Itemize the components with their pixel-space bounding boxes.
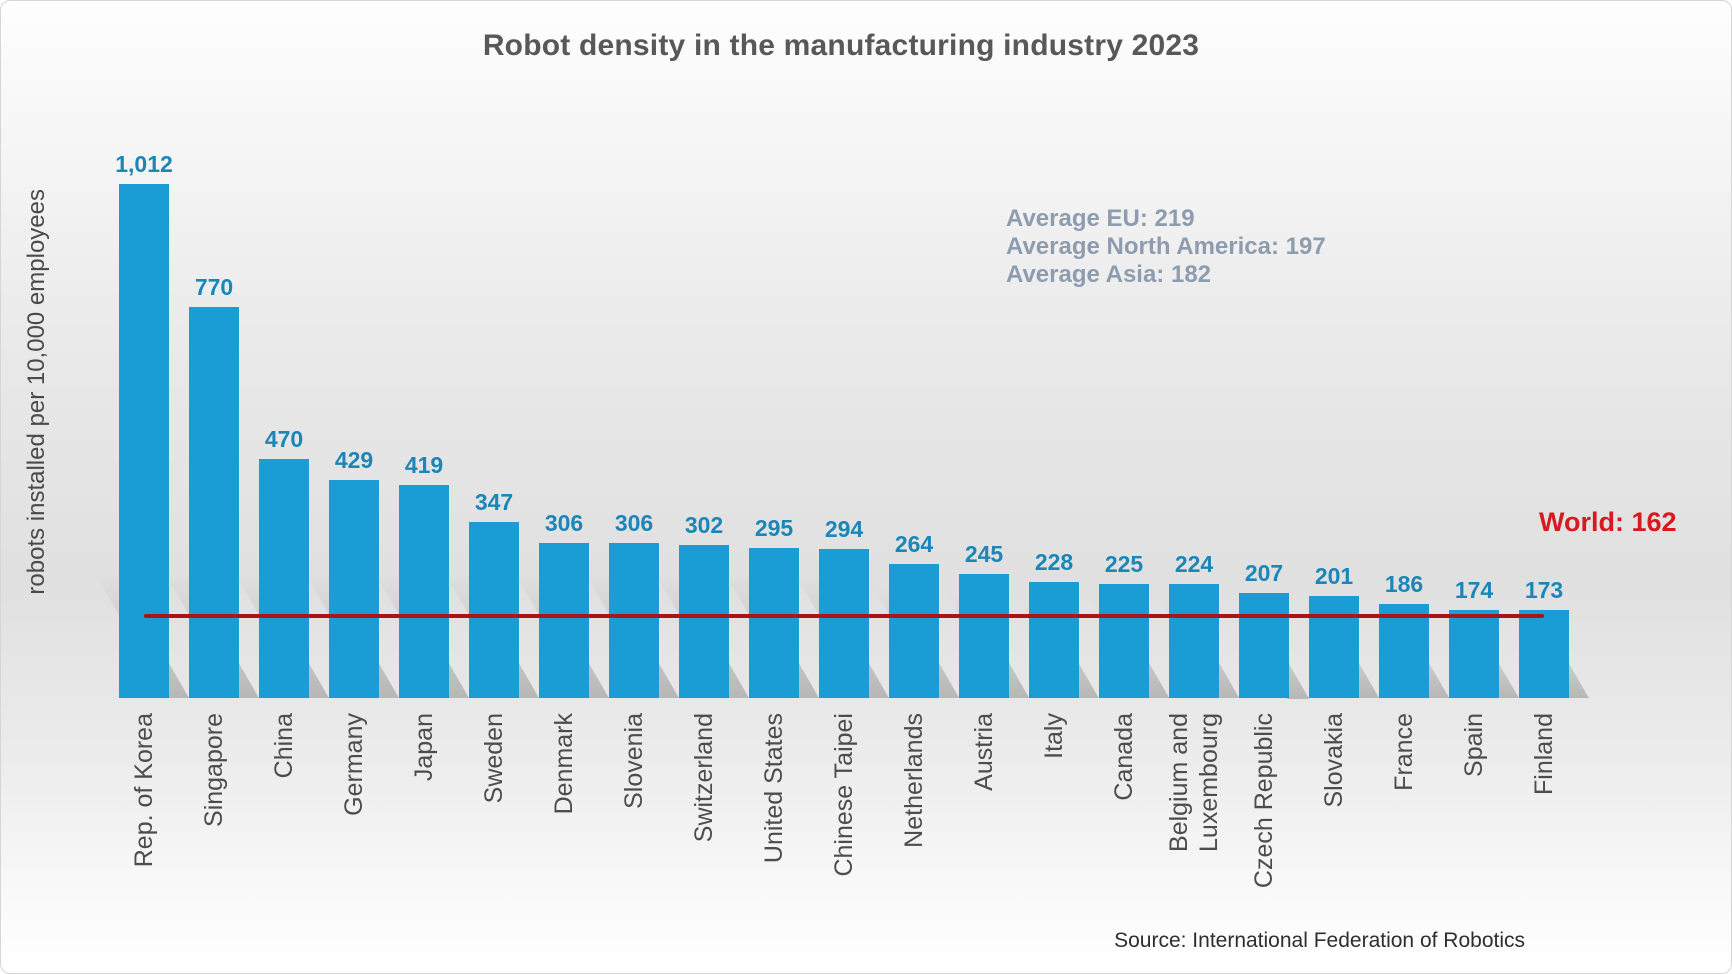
value-label-belgium-and-luxembourg: 224 [1174, 551, 1214, 577]
value-label-austria: 245 [964, 541, 1004, 567]
value-label-switzerland: 302 [684, 512, 724, 538]
value-label-singapore: 770 [194, 274, 234, 300]
bar-france [1379, 604, 1429, 698]
value-label-netherlands: 264 [894, 531, 934, 557]
value-label-united-states: 295 [754, 515, 794, 541]
source-credit: Source: International Federation of Robo… [1114, 929, 1525, 952]
bar-canada [1099, 584, 1149, 698]
value-label-spain: 174 [1454, 577, 1494, 603]
category-label-switzerland: Switzerland [690, 713, 718, 843]
category-label-sweden: Sweden [480, 713, 508, 804]
category-label-canada: Canada [1110, 713, 1138, 801]
category-label-slovenia: Slovenia [620, 713, 648, 809]
category-label-netherlands: Netherlands [900, 713, 928, 848]
bar-italy [1029, 582, 1079, 698]
bar-denmark [539, 543, 589, 698]
bar-finland [1519, 610, 1569, 698]
value-label-canada: 225 [1104, 551, 1144, 577]
y-axis-label: robots installed per 10,000 employees [23, 189, 50, 595]
category-label-slovakia: Slovakia [1320, 713, 1348, 808]
category-label-finland: Finland [1530, 713, 1558, 795]
bar-rep-of-korea [119, 184, 169, 698]
value-label-chinese-taipei: 294 [824, 516, 864, 542]
bar-netherlands [889, 564, 939, 698]
category-label-czech-republic: Czech Republic [1250, 713, 1278, 889]
category-label-chinese-taipei: Chinese Taipei [830, 713, 858, 877]
value-label-italy: 228 [1034, 549, 1074, 575]
average-north-america-label: Average North America: 197 [1006, 233, 1326, 260]
bar-germany [329, 480, 379, 698]
bar-belgium-and-luxembourg [1169, 584, 1219, 698]
value-label-rep-of-korea: 1,012 [115, 151, 173, 177]
average-asia-label: Average Asia: 182 [1006, 261, 1212, 288]
bar-austria [959, 574, 1009, 698]
category-label-china: China [270, 713, 298, 779]
value-label-finland: 173 [1524, 577, 1564, 603]
value-label-japan: 419 [404, 452, 444, 478]
bar-japan [399, 485, 449, 698]
category-label-japan: Japan [410, 713, 438, 782]
value-label-czech-republic: 207 [1244, 560, 1284, 586]
bar-united-states [749, 548, 799, 698]
value-label-china: 470 [264, 426, 304, 452]
category-label-denmark: Denmark [550, 713, 578, 815]
bar-spain [1449, 610, 1499, 698]
bar-switzerland [679, 545, 729, 698]
world-average-label: World: 162 [1539, 507, 1677, 537]
value-label-slovakia: 201 [1314, 563, 1354, 589]
category-label-france: France [1390, 713, 1418, 791]
bar-china [259, 459, 309, 698]
bar-czech-republic [1239, 593, 1289, 698]
chart-title: Robot density in the manufacturing indus… [482, 29, 1200, 62]
bar-singapore [189, 307, 239, 698]
category-label-rep-of-korea: Rep. of Korea [130, 713, 158, 868]
bar-chinese-taipei [819, 549, 869, 698]
value-label-germany: 429 [334, 447, 374, 473]
bar-slovakia [1309, 596, 1359, 698]
bar-slovenia [609, 543, 659, 698]
value-label-slovenia: 306 [614, 510, 654, 536]
value-label-france: 186 [1384, 571, 1424, 597]
category-label-belgium-and-luxembourg: Belgium and Luxembourg [1165, 713, 1223, 852]
world-average-line [144, 614, 1544, 618]
category-label-germany: Germany [340, 713, 368, 816]
value-label-denmark: 306 [544, 510, 584, 536]
averages-annotation: Average EU: 219 Average North America: 1… [1006, 205, 1326, 289]
value-label-sweden: 347 [474, 489, 514, 515]
bar-sweden [469, 522, 519, 698]
category-label-singapore: Singapore [200, 713, 228, 827]
category-label-austria: Austria [970, 713, 998, 791]
average-eu-label: Average EU: 219 [1006, 205, 1195, 232]
category-label-italy: Italy [1040, 713, 1068, 759]
category-label-united-states: United States [760, 713, 788, 864]
category-label-spain: Spain [1460, 713, 1488, 777]
